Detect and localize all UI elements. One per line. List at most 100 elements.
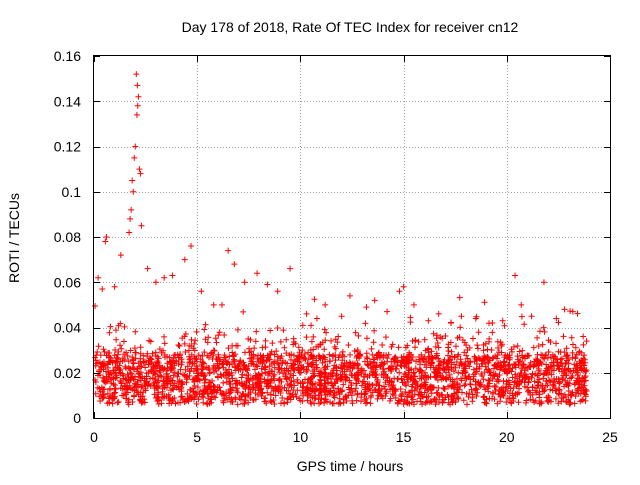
y-axis-label: ROTI / TECUs bbox=[6, 193, 22, 283]
data-point bbox=[415, 338, 422, 345]
data-point bbox=[383, 388, 390, 395]
data-point bbox=[418, 382, 425, 389]
data-point bbox=[93, 360, 100, 367]
data-point bbox=[452, 399, 459, 406]
data-point bbox=[434, 377, 441, 384]
data-point bbox=[354, 369, 361, 376]
data-point bbox=[435, 344, 442, 351]
data-point bbox=[299, 387, 306, 394]
data-point bbox=[197, 356, 204, 363]
data-point bbox=[380, 368, 387, 375]
data-point bbox=[312, 392, 319, 399]
data-point bbox=[283, 387, 290, 394]
data-point bbox=[311, 385, 318, 392]
data-point bbox=[529, 384, 536, 391]
data-point bbox=[311, 400, 318, 407]
data-point bbox=[316, 400, 323, 407]
y-tick-label: 0.1 bbox=[62, 184, 82, 200]
data-point bbox=[308, 338, 315, 345]
data-point bbox=[188, 351, 195, 358]
data-point bbox=[371, 327, 378, 334]
data-point bbox=[304, 397, 311, 404]
data-point bbox=[559, 395, 566, 402]
data-point bbox=[490, 390, 497, 397]
data-point bbox=[556, 379, 563, 386]
data-point bbox=[425, 355, 432, 362]
data-point bbox=[193, 328, 200, 335]
data-point bbox=[264, 372, 271, 379]
data-point bbox=[503, 367, 510, 374]
data-point bbox=[263, 357, 270, 364]
data-point bbox=[329, 382, 336, 389]
data-point bbox=[386, 397, 393, 404]
data-point bbox=[100, 361, 107, 368]
data-point bbox=[523, 397, 530, 404]
data-point bbox=[170, 355, 177, 362]
data-point bbox=[346, 292, 353, 299]
data-point bbox=[271, 400, 278, 407]
data-point bbox=[266, 356, 273, 363]
data-point bbox=[445, 352, 452, 359]
data-point bbox=[206, 366, 213, 373]
data-point bbox=[348, 392, 355, 399]
data-point bbox=[138, 222, 145, 229]
data-point bbox=[340, 399, 347, 406]
data-point bbox=[95, 274, 102, 281]
data-point bbox=[349, 400, 356, 407]
data-point bbox=[124, 399, 131, 406]
data-point bbox=[281, 344, 288, 351]
data-point bbox=[99, 286, 106, 293]
data-point bbox=[142, 364, 149, 371]
data-point bbox=[226, 381, 233, 388]
data-point bbox=[388, 358, 395, 365]
data-point bbox=[308, 322, 315, 329]
data-point bbox=[474, 389, 481, 396]
data-point bbox=[358, 390, 365, 397]
data-point bbox=[423, 364, 430, 371]
data-point bbox=[509, 374, 516, 381]
data-point bbox=[144, 350, 151, 357]
data-point bbox=[193, 400, 200, 407]
data-point bbox=[398, 375, 405, 382]
data-point bbox=[412, 365, 419, 372]
data-point bbox=[457, 383, 464, 390]
data-point bbox=[404, 399, 411, 406]
data-point bbox=[188, 343, 195, 350]
data-point bbox=[333, 389, 340, 396]
data-point bbox=[322, 337, 329, 344]
data-point bbox=[147, 338, 154, 345]
data-point bbox=[377, 363, 384, 370]
data-point bbox=[311, 388, 318, 395]
data-point bbox=[425, 349, 432, 356]
data-point bbox=[494, 338, 501, 345]
data-point bbox=[369, 351, 376, 358]
data-point bbox=[166, 400, 173, 407]
data-point bbox=[361, 396, 368, 403]
data-point bbox=[448, 319, 455, 326]
data-point bbox=[542, 378, 549, 385]
data-point bbox=[387, 368, 394, 375]
data-point bbox=[300, 366, 307, 373]
data-point bbox=[125, 358, 132, 365]
data-point bbox=[234, 363, 241, 370]
data-point bbox=[229, 342, 236, 349]
data-point bbox=[134, 102, 141, 109]
data-point bbox=[507, 385, 514, 392]
data-point bbox=[561, 306, 568, 313]
data-point bbox=[580, 341, 587, 348]
data-point bbox=[231, 261, 238, 268]
data-point bbox=[126, 229, 133, 236]
data-point bbox=[103, 352, 110, 359]
data-point bbox=[243, 372, 250, 379]
data-point bbox=[553, 340, 560, 347]
data-point bbox=[347, 379, 354, 386]
data-point bbox=[167, 359, 174, 366]
data-point bbox=[497, 398, 504, 405]
data-point bbox=[536, 394, 543, 401]
data-point bbox=[454, 353, 461, 360]
data-point bbox=[363, 354, 370, 361]
data-point bbox=[326, 358, 333, 365]
data-point bbox=[155, 373, 162, 380]
data-point bbox=[112, 363, 119, 370]
